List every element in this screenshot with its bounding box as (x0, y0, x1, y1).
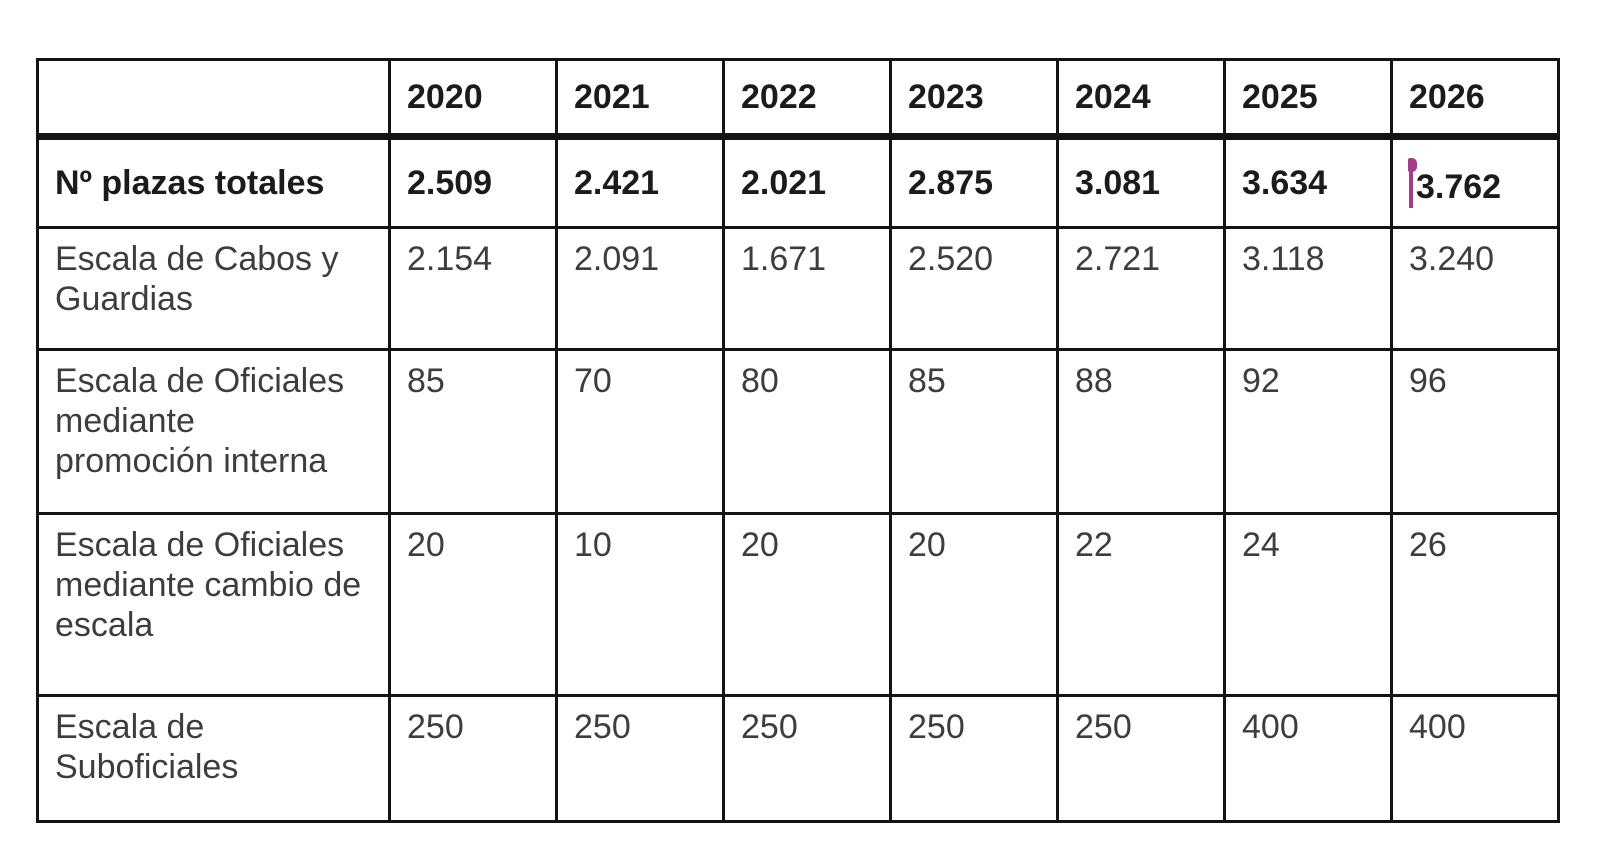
corner-cell[interactable] (36, 58, 391, 140)
value-cell[interactable]: 26 (1390, 512, 1560, 697)
year-header-2021[interactable]: 2021 (555, 58, 725, 140)
value-cell[interactable]: 3.240 (1390, 226, 1560, 351)
value-cell[interactable]: 85 (388, 348, 558, 515)
value-cell[interactable]: 2.421 (555, 135, 725, 229)
value-cell[interactable]: 1.671 (722, 226, 892, 351)
value-cell[interactable]: 3.118 (1223, 226, 1393, 351)
value-cell-with-caret[interactable]: 3.762 (1390, 135, 1560, 229)
value-cell[interactable]: 250 (722, 694, 892, 823)
value-cell[interactable]: 2.021 (722, 135, 892, 229)
value-cell[interactable]: 3.081 (1056, 135, 1226, 229)
value-cell[interactable]: 80 (722, 348, 892, 515)
year-header-2026[interactable]: 2026 (1390, 58, 1560, 140)
value-cell[interactable]: 85 (889, 348, 1059, 515)
value-cell[interactable]: 20 (889, 512, 1059, 697)
collab-text-caret (1408, 158, 1417, 208)
value-cell[interactable]: 400 (1390, 694, 1560, 823)
header-row: 2020 2021 2022 2023 2024 2025 2026 (36, 58, 1560, 140)
year-header-2024[interactable]: 2024 (1056, 58, 1226, 140)
value-cell[interactable]: 250 (889, 694, 1059, 823)
year-header-2023[interactable]: 2023 (889, 58, 1059, 140)
value-cell[interactable]: 70 (555, 348, 725, 515)
value-cell[interactable]: 2.091 (555, 226, 725, 351)
value-cell[interactable]: 2.509 (388, 135, 558, 229)
row-suboficiales: Escala de Suboficiales 250 250 250 250 2… (36, 694, 1560, 823)
value-cell[interactable]: 2.875 (889, 135, 1059, 229)
value-cell[interactable]: 20 (722, 512, 892, 697)
plazas-table-container: 2020 2021 2022 2023 2024 2025 2026 Nº pl… (36, 58, 1560, 823)
value-cell[interactable]: 20 (388, 512, 558, 697)
row-plazas-totales: Nº plazas totales 2.509 2.421 2.021 2.87… (36, 135, 1560, 229)
row-label[interactable]: Nº plazas totales (36, 135, 391, 229)
value-cell[interactable]: 10 (555, 512, 725, 697)
value-text: 3.762 (1416, 168, 1502, 206)
row-oficiales-promocion-interna: Escala de Oficiales mediante promoción i… (36, 348, 1560, 515)
value-cell[interactable]: 2.721 (1056, 226, 1226, 351)
year-header-2020[interactable]: 2020 (388, 58, 558, 140)
value-cell[interactable]: 3.634 (1223, 135, 1393, 229)
row-label[interactable]: Escala de Suboficiales (36, 694, 391, 823)
value-cell[interactable]: 2.154 (388, 226, 558, 351)
value-cell[interactable]: 24 (1223, 512, 1393, 697)
value-cell[interactable]: 88 (1056, 348, 1226, 515)
row-cabos-guardias: Escala de Cabos y Guardias 2.154 2.091 1… (36, 226, 1560, 351)
value-cell[interactable]: 92 (1223, 348, 1393, 515)
row-label[interactable]: Escala de Cabos y Guardias (36, 226, 391, 351)
value-cell[interactable]: 250 (555, 694, 725, 823)
year-header-2025[interactable]: 2025 (1223, 58, 1393, 140)
value-cell[interactable]: 250 (1056, 694, 1226, 823)
value-cell[interactable]: 96 (1390, 348, 1560, 515)
value-cell[interactable]: 2.520 (889, 226, 1059, 351)
value-cell[interactable]: 400 (1223, 694, 1393, 823)
row-label[interactable]: Escala de Oficiales mediante promoción i… (36, 348, 391, 515)
row-oficiales-cambio-escala: Escala de Oficiales mediante cambio de e… (36, 512, 1560, 697)
year-header-2022[interactable]: 2022 (722, 58, 892, 140)
row-label[interactable]: Escala de Oficiales mediante cambio de e… (36, 512, 391, 697)
value-cell[interactable]: 250 (388, 694, 558, 823)
plazas-table: 2020 2021 2022 2023 2024 2025 2026 Nº pl… (36, 58, 1560, 823)
value-cell[interactable]: 22 (1056, 512, 1226, 697)
